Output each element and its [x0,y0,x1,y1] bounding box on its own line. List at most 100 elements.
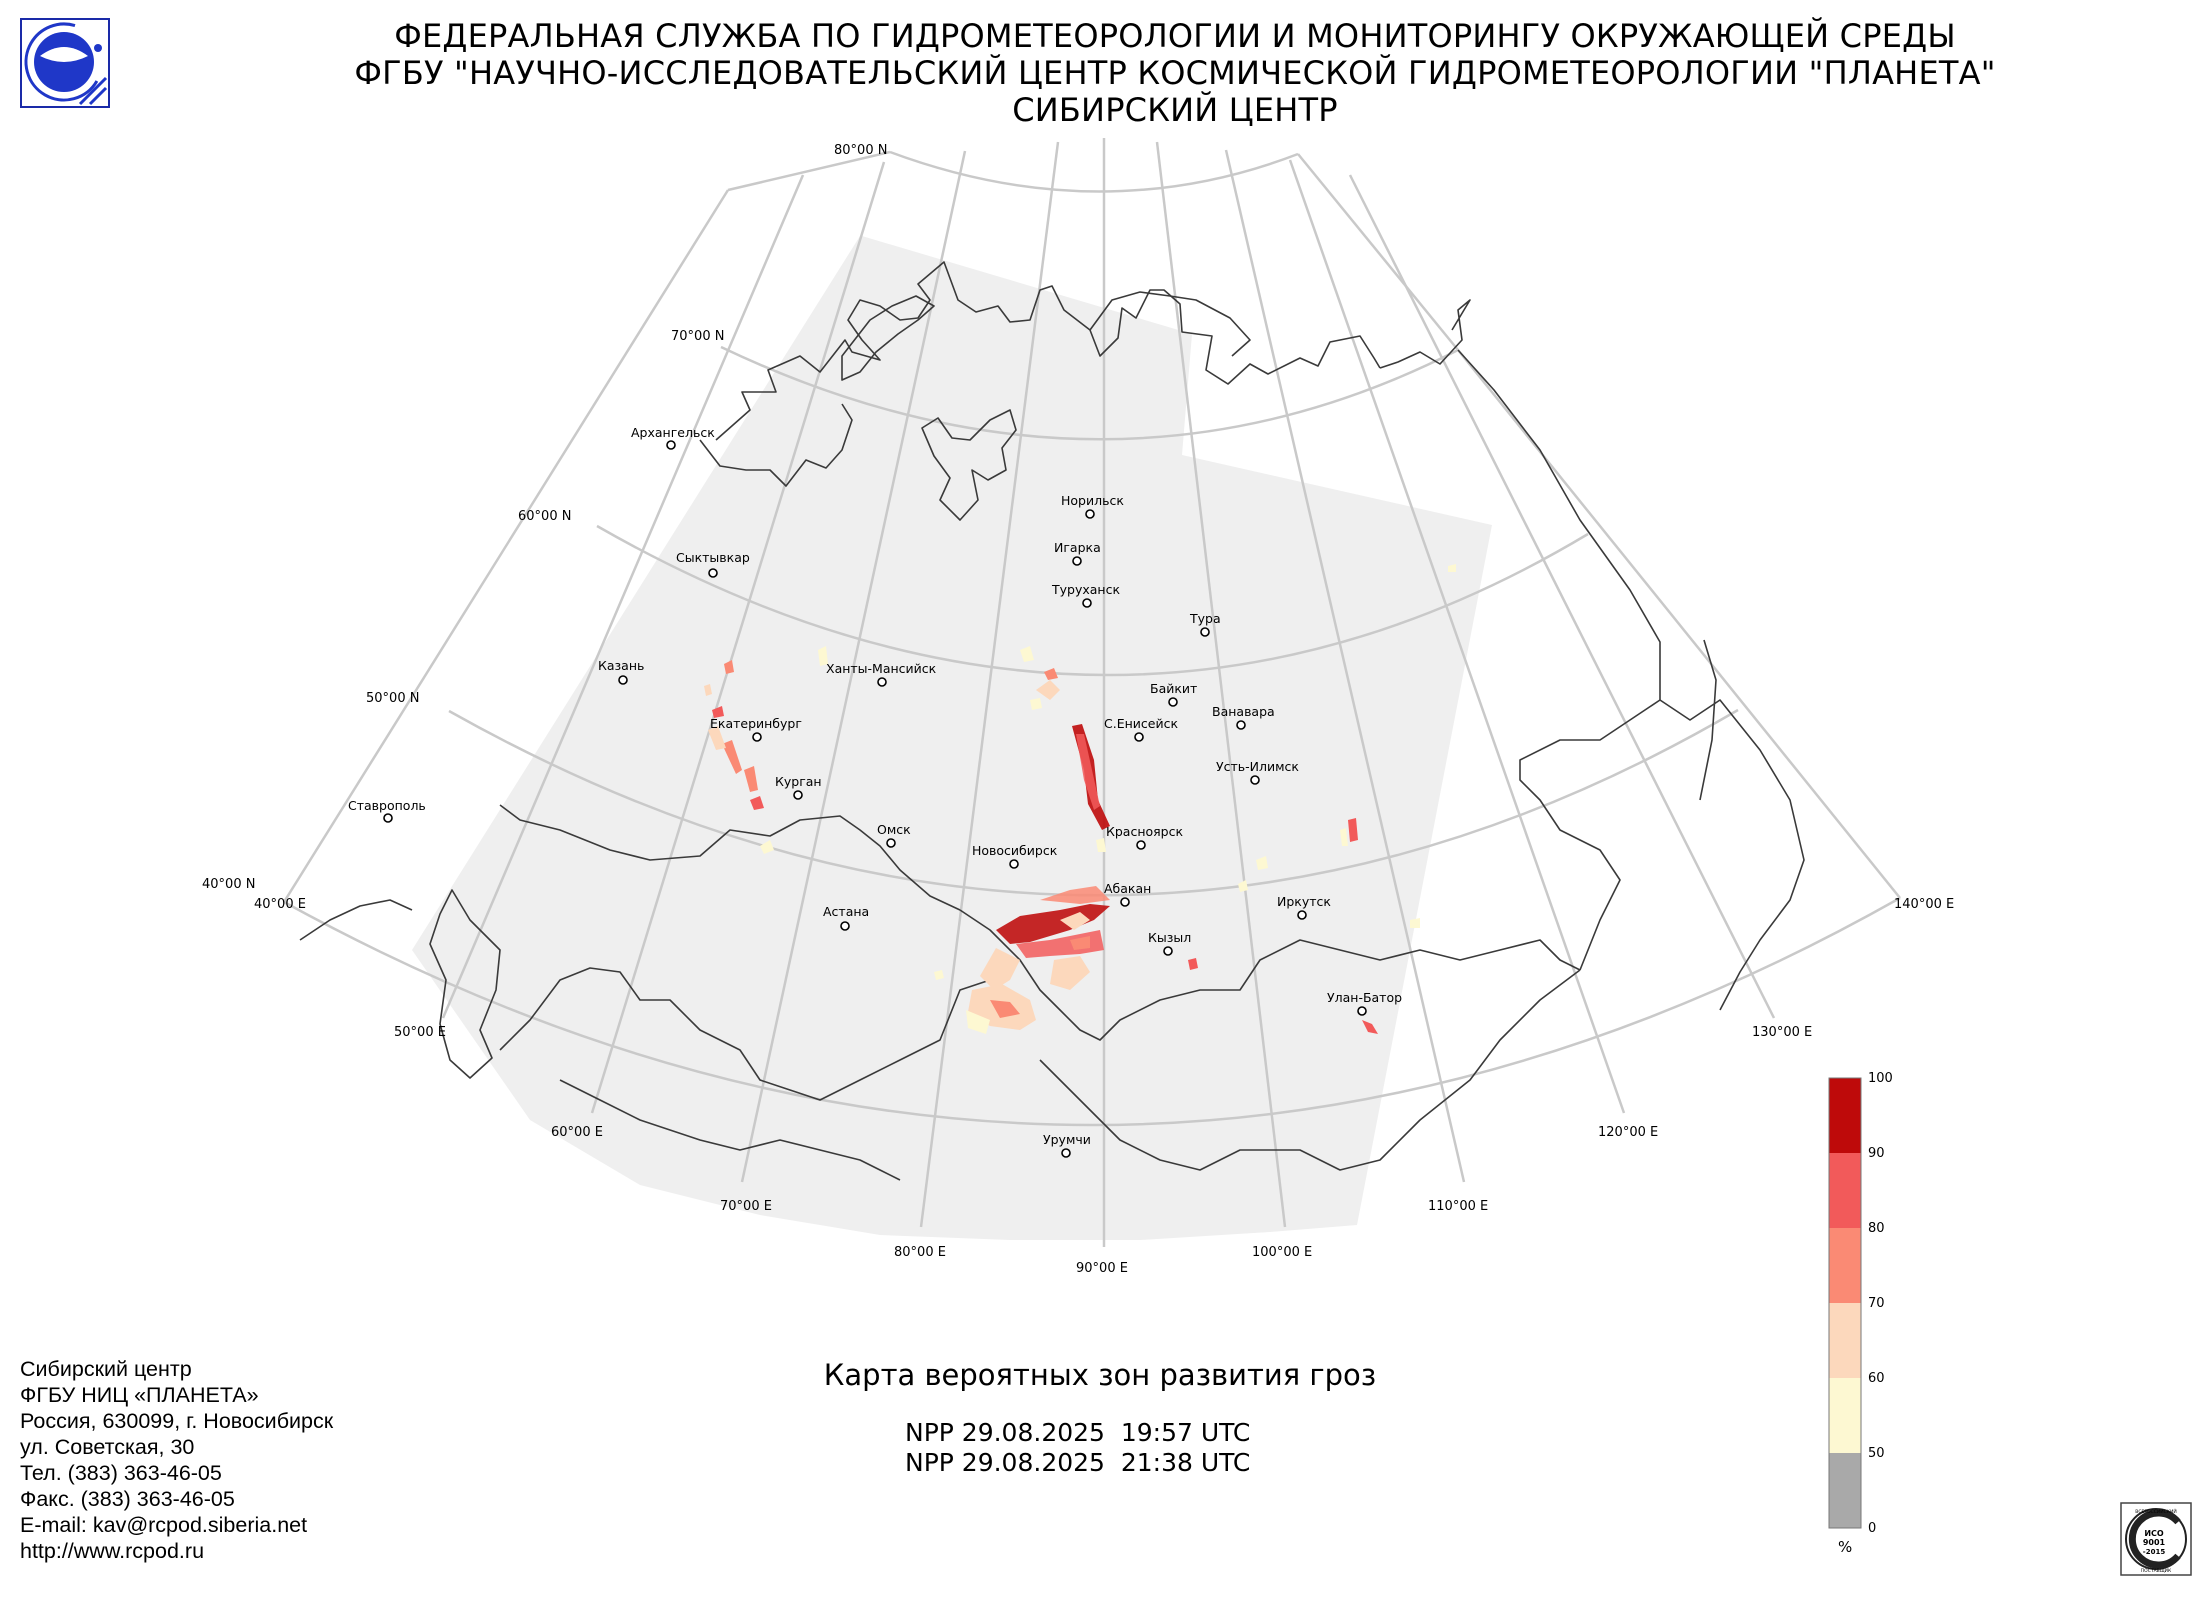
legend-bin-60-70 [1829,1303,1861,1378]
city-label: Байкит [1150,681,1197,696]
city-marker-irkutsk [1297,910,1307,920]
longitude-label: 140°00 E [1894,897,1954,912]
kazakh-south-border [499,967,991,1101]
map-title: Карта вероятных зон развития гроз [823,1358,1377,1392]
storm-cell [934,970,944,980]
longitude-label: 90°00 E [1076,1261,1128,1276]
storm-cell [1188,958,1198,970]
map-frame [727,150,1459,351]
city-label: Омск [877,822,911,837]
meridian-60e [590,161,886,1114]
latitude-label: 60°00 N [518,509,571,524]
city-label: Улан-Батор [1327,990,1402,1005]
city-marker-kyzyl [1163,946,1173,956]
longitude-label: 130°00 E [1752,1025,1812,1040]
contact-line: Тел. (383) 363-46-05 [20,1461,222,1485]
storm-cell [1030,698,1042,710]
city-label: Казань [598,658,644,673]
storm-cell [818,646,828,666]
black-sea-caucasus [299,899,413,941]
header-block: ФЕДЕРАЛЬНАЯ СЛУЖБА ПО ГИДРОМЕТЕОРОЛОГИИ … [150,18,2200,129]
mongolia-south [1039,969,1581,1171]
kazakh-russia-border [499,804,961,911]
header-line-3: СИБИРСКИЙ ЦЕНТР [1012,91,1338,129]
longitude-label: 50°00 E [394,1025,446,1040]
legend-tick: 70 [1868,1296,1885,1311]
city-label: Туруханск [1051,582,1120,597]
meridian-110e [1224,149,1466,1183]
city-marker-astana [840,921,850,931]
satellite-pass-list: NPP 29.08.2025 19:57 UTC NPP 29.08.2025 … [905,1418,1250,1478]
storm-cell [966,1010,990,1034]
legend-tick: 90 [1868,1146,1885,1161]
city-label: Игарка [1054,540,1101,555]
latitude-label: 50°00 N [366,691,419,706]
storm-cell [708,726,726,750]
city-label: Ванавара [1212,704,1275,719]
legend-bin-70-80 [1829,1228,1861,1303]
longitude-grid [282,138,1901,1247]
storm-cell [1070,936,1090,950]
storm-cell [1340,828,1348,846]
city-label: Курган [775,774,822,789]
longitude-label: 120°00 E [1598,1125,1658,1140]
city-label: Екатеринбург [710,716,802,731]
city-label: Иркутск [1277,894,1331,909]
satellite-coverage-area [412,236,1492,1240]
latitude-label: 80°00 N [834,143,887,158]
storm-cell [1410,918,1420,928]
city-label: Кызыл [1148,930,1191,945]
city-marker-igarka [1072,556,1082,566]
satellite-pass: NPP 29.08.2025 19:57 UTC [905,1418,1251,1447]
storm-cell [1040,886,1110,904]
city-marker-syktyvkar [708,568,718,578]
city-marker-ulaanbaatar [1357,1006,1367,1016]
meridian-100e [1155,141,1287,1228]
city-marker-novosibirsk [1009,859,1019,869]
meridian-70e [740,150,967,1183]
storm-cell [1362,1020,1378,1034]
contact-email[interactable]: E-mail: kav@rcpod.siberia.net [20,1513,308,1537]
iso-badge-year: -2015 [2143,1548,2166,1556]
latitude-label: 40°00 N [202,877,255,892]
legend-tick: 50 [1868,1446,1885,1461]
legend-tick: 60 [1868,1371,1885,1386]
iso-badge-number: 9001 [2143,1538,2166,1547]
city-label: Астана [823,904,869,919]
city-label: Сыктывкар [676,550,750,565]
coastlines-and-borders [299,261,1805,1181]
city-label: Архангельск [631,425,715,440]
storm-cell [1060,912,1090,930]
yamal [921,409,1017,521]
storm-cell [990,1000,1020,1018]
legend-bin-90-100 [1829,1078,1861,1153]
storm-cell [980,948,1020,990]
storm-cell [750,796,764,810]
city-marker-kazan [618,675,628,685]
storm-cell [1256,856,1268,870]
contact-website[interactable]: http://www.rcpod.ru [20,1539,205,1563]
storm-cell [1044,668,1058,680]
storm-cell [1076,734,1100,810]
header-line-1: ФЕДЕРАЛЬНАЯ СЛУЖБА ПО ГИДРОМЕТЕОРОЛОГИИ … [394,17,1956,55]
legend-tick: 100 [1868,1071,1893,1086]
novaya-zemlya [841,295,935,381]
city-marker-ust-ilimsk [1250,775,1260,785]
city-labels: Архангельск Сыктывкар Казань Екатеринбур… [348,425,1402,1147]
city-label: Норильск [1061,493,1124,508]
city-label: Ханты-Мансийск [826,661,937,676]
iso-badge-top-text: ВСЕРОССИЙСКИЙ [2135,1508,2176,1515]
city-label: Усть-Илимск [1216,759,1299,774]
legend-bin-50-60 [1829,1378,1861,1453]
city-marker-abakan [1120,897,1130,907]
city-marker-khanty-mansiysk [877,677,887,687]
legend-bin-0-50 [1829,1453,1861,1528]
legend-tick: 80 [1868,1221,1885,1236]
city-marker-turukhansk [1082,598,1092,608]
city-marker-urumqi [1061,1148,1071,1158]
city-marker-norilsk [1085,509,1095,519]
storm-cell [704,684,712,696]
city-label: Красноярск [1106,824,1183,839]
city-marker-krasnoyarsk [1136,840,1146,850]
satellite-pass: NPP 29.08.2025 21:38 UTC [905,1448,1251,1477]
